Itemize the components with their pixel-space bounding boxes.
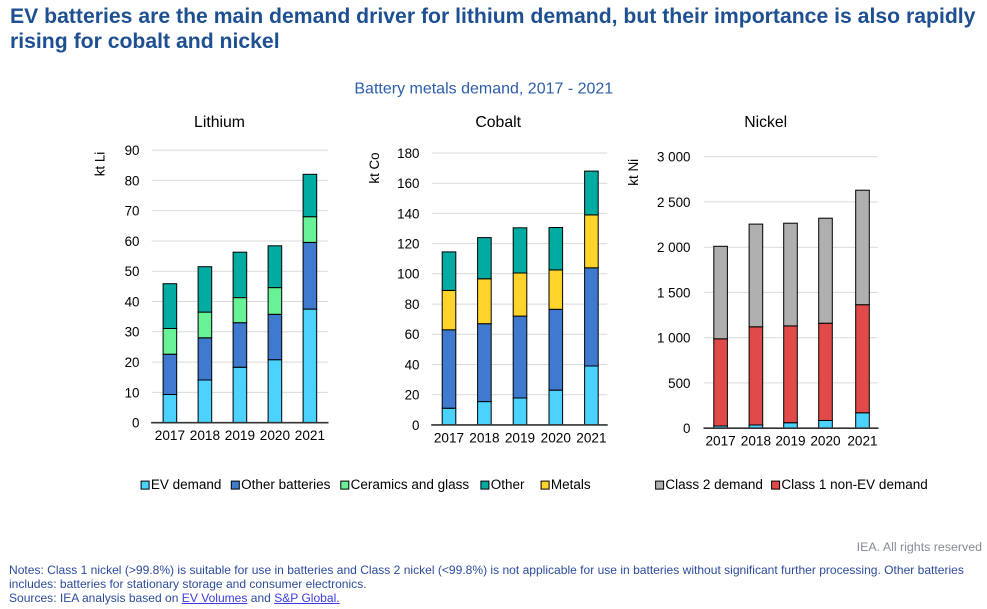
svg-text:Other: Other (491, 477, 525, 492)
svg-text:0: 0 (132, 416, 139, 431)
svg-text:50: 50 (125, 264, 140, 279)
svg-text:Ceramics and glass: Ceramics and glass (351, 477, 470, 492)
svg-text:Cobalt: Cobalt (475, 114, 521, 131)
svg-text:Metals: Metals (551, 477, 591, 492)
svg-text:2018: 2018 (469, 430, 499, 445)
svg-text:1 500: 1 500 (657, 285, 691, 300)
svg-text:2020: 2020 (260, 428, 291, 443)
svg-text:Class 2 demand: Class 2 demand (665, 477, 763, 492)
svg-text:kt Li: kt Li (93, 152, 108, 177)
svg-text:70: 70 (125, 204, 140, 219)
svg-text:60: 60 (405, 327, 420, 342)
svg-text:2020: 2020 (810, 434, 841, 449)
svg-text:40: 40 (125, 294, 140, 309)
svg-text:100: 100 (397, 267, 419, 282)
svg-text:2018: 2018 (741, 434, 771, 449)
svg-text:40: 40 (405, 357, 420, 372)
svg-text:2018: 2018 (190, 428, 220, 443)
svg-text:160: 160 (397, 176, 419, 191)
svg-text:Nickel: Nickel (744, 114, 787, 131)
svg-text:80: 80 (125, 173, 140, 188)
svg-text:2020: 2020 (541, 430, 572, 445)
svg-text:500: 500 (668, 376, 690, 391)
svg-text:2 500: 2 500 (657, 195, 691, 210)
svg-text:kt Co: kt Co (367, 152, 382, 183)
svg-text:EV demand: EV demand (151, 477, 222, 492)
svg-text:2021: 2021 (847, 434, 877, 449)
svg-text:20: 20 (125, 355, 140, 370)
svg-text:2021: 2021 (576, 430, 606, 445)
svg-text:2017: 2017 (705, 434, 735, 449)
svg-text:Class 1 non-EV demand: Class 1 non-EV demand (781, 477, 927, 492)
svg-text:Other batteries: Other batteries (241, 477, 331, 492)
svg-text:2017: 2017 (434, 430, 464, 445)
svg-text:90: 90 (125, 143, 140, 158)
svg-text:30: 30 (125, 325, 140, 340)
svg-text:2019: 2019 (505, 430, 535, 445)
svg-text:20: 20 (405, 388, 420, 403)
svg-text:2019: 2019 (225, 428, 255, 443)
svg-text:2021: 2021 (295, 428, 325, 443)
svg-text:Battery metals demand, 2017 -: Battery metals demand, 2017 - 2021 (354, 80, 613, 97)
svg-text:3 000: 3 000 (657, 150, 691, 165)
svg-text:2 000: 2 000 (657, 240, 691, 255)
svg-text:140: 140 (397, 206, 419, 221)
svg-text:10: 10 (125, 385, 140, 400)
svg-text:120: 120 (397, 237, 419, 252)
svg-text:2019: 2019 (775, 434, 805, 449)
svg-text:2017: 2017 (155, 428, 185, 443)
svg-text:80: 80 (405, 297, 420, 312)
svg-text:0: 0 (412, 418, 419, 433)
svg-text:60: 60 (125, 234, 140, 249)
svg-text:180: 180 (397, 146, 419, 161)
svg-text:Lithium: Lithium (194, 114, 245, 131)
svg-text:kt Ni: kt Ni (626, 159, 641, 186)
svg-text:0: 0 (683, 421, 690, 436)
svg-text:1 000: 1 000 (657, 331, 691, 346)
